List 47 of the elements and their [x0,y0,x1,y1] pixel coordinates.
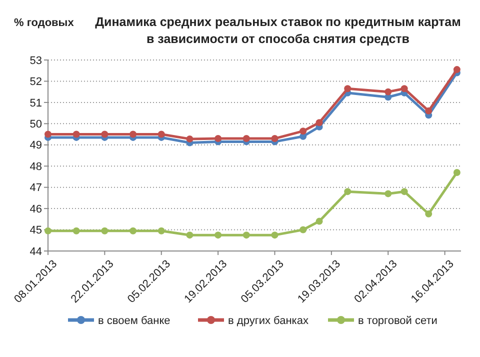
legend-label: в своем банке [98,314,170,327]
y-axis-title: % годовых [14,17,75,29]
point [186,135,194,142]
point [101,227,108,234]
point [316,119,323,126]
point [344,188,352,196]
y-tick-label: 52 [30,76,42,88]
y-tick-label: 46 [30,203,42,216]
point [242,135,250,142]
point [44,130,52,138]
legend-label: в других банках [228,314,309,327]
point [242,232,250,239]
point [271,232,278,239]
point [453,66,460,74]
chart-title: Динамика средних реальных ставок по кредитным картам в зависимости от способа снятия средств [95,15,461,46]
point [400,85,408,92]
point [271,135,278,142]
y-tick-label: 47 [30,182,42,194]
y-tick-label: 45 [30,224,42,237]
point [384,190,392,198]
y-tick-label: 48 [30,160,42,173]
point [316,218,323,225]
y-tick-label: 44 [30,246,42,258]
point [425,210,432,218]
point [72,130,80,138]
point [130,130,137,138]
y-tick-label: 51 [30,97,42,110]
point [300,128,307,135]
point [214,135,222,142]
point [344,85,352,92]
point [72,227,80,234]
point [425,107,432,114]
point [186,232,194,239]
point [101,130,108,138]
point [453,168,460,176]
point [214,232,222,239]
point [400,188,408,196]
point [130,227,137,234]
legend-label: в торговой сети [358,314,438,327]
point [384,88,392,96]
y-tick-label: 49 [30,140,42,152]
y-tick-label: 50 [30,118,42,131]
point [300,226,307,234]
y-tick-label: 53 [30,54,42,67]
point [158,130,165,138]
point [158,227,165,234]
point [44,227,52,234]
